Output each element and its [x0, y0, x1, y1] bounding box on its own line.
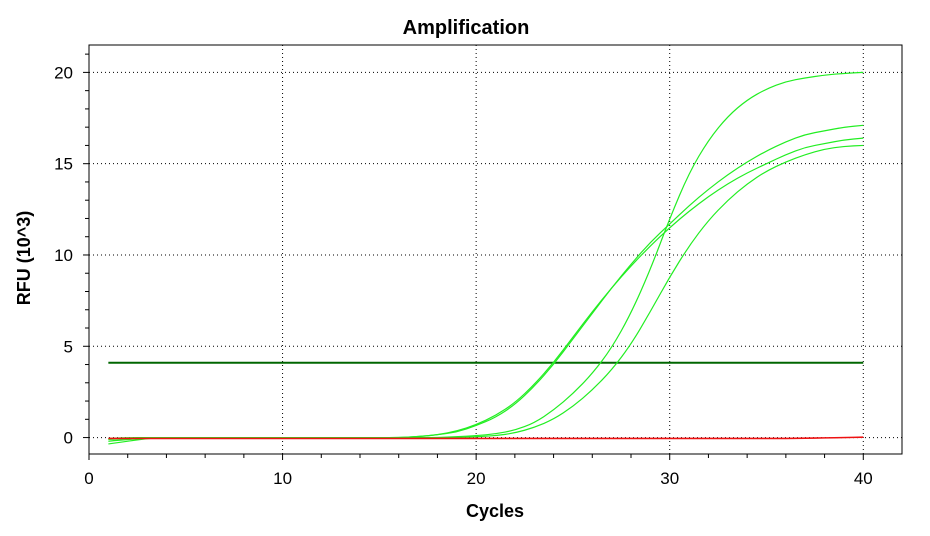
series-lines	[108, 71, 864, 445]
x-axis-title: Cycles	[466, 501, 524, 521]
x-tick-label: 20	[467, 469, 486, 488]
axes	[83, 44, 903, 460]
y-tick-label: 15	[54, 155, 73, 174]
x-tick-label: 0	[84, 469, 93, 488]
y-axis-title: RFU (10^3)	[14, 211, 34, 306]
x-tick-label: 40	[854, 469, 873, 488]
series-line-4	[108, 144, 864, 440]
y-tick-label: 10	[54, 246, 73, 265]
x-tick-label: 10	[273, 469, 292, 488]
chart-title: Amplification	[403, 17, 530, 39]
y-tick-label: 20	[54, 63, 73, 82]
plot-frame	[88, 44, 903, 455]
series-line-5	[108, 436, 864, 440]
y-tick-label: 0	[64, 429, 73, 448]
y-tick-label: 5	[64, 337, 73, 356]
tick-labels: 0 10 20 30 40 0 5 10 15 20	[54, 63, 873, 488]
grid-lines	[89, 45, 902, 454]
x-tick-label: 30	[660, 469, 679, 488]
